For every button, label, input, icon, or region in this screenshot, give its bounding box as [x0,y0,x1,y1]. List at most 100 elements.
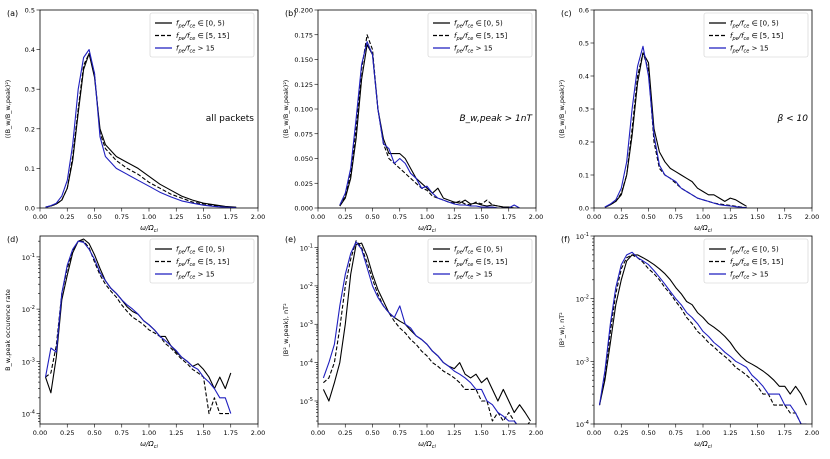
y-tick-label: 0.125 [294,81,313,89]
legend-entry: fpe/fce ∈ [0, 5) [730,246,779,256]
legend-box [703,238,809,284]
legend: fpe/fce ∈ [0, 5) fpe/fce ∈ [5, 15] fpe/fce… [149,12,255,58]
y-tick-label: 10-2 [22,305,35,314]
x-tick-label: 1.00 [420,429,434,437]
x-tick-label: 0.00 [311,429,325,437]
panel-label: (d) [7,235,18,244]
x-tick-label: 1.50 [750,429,764,437]
x-axis-label: ω/Ωci [694,440,712,450]
x-tick-label: 1.50 [196,213,210,221]
legend-box [149,238,255,284]
y-tick-label: 10-2 [300,282,313,291]
legend-entry: fpe/fce > 15 [176,45,215,55]
y-tick-label: 10-3 [300,320,313,329]
axes-frame [593,235,813,425]
y-tick-label: 10-2 [576,295,589,304]
legend-entry: fpe/fce > 15 [176,271,215,281]
x-tick-label: 1.75 [224,213,238,221]
series-line-1 [45,53,237,208]
x-axis-label: ω/Ωci [694,224,712,234]
panel-annotation: B_w,peak > 1nT [460,114,534,124]
x-tick-label: 0.50 [87,213,101,221]
x-tick-label: 1.00 [142,429,156,437]
panel-label: (c) [561,9,572,18]
axes-frame [317,9,537,209]
legend-entry: fpe/fce > 15 [730,271,769,281]
x-tick-label: 0.75 [393,213,407,221]
y-tick-label: 0.000 [294,205,313,213]
x-tick-label: 0.25 [60,213,74,221]
x-tick-label: 0.25 [614,213,628,221]
y-tick-label: 0.1 [579,172,589,180]
x-tick-label: 1.75 [224,429,238,437]
x-tick-label: 1.00 [696,213,710,221]
y-tick-label: 0.2 [579,139,589,147]
y-tick-label: 0.2 [25,125,35,133]
y-tick-label: 0.0 [25,205,35,213]
y-tick-label: 0.100 [294,106,313,114]
x-tick-label: 1.25 [447,429,461,437]
y-tick-label: 0.075 [294,130,313,138]
x-tick-label: 0.50 [365,429,379,437]
y-tick-label: 0.200 [294,7,313,15]
x-tick-label: 2.00 [805,213,819,221]
y-tick-label: 10-3 [22,357,35,366]
y-tick-label: 0.3 [579,106,589,114]
legend-entry: fpe/fce ∈ [5, 15] [730,258,783,268]
panel-annotation: all packets [206,114,255,124]
x-tick-label: 1.50 [474,213,488,221]
legend-box [703,12,809,58]
x-tick-label: 0.50 [641,429,655,437]
y-axis-label: ⟨(B_w/B_w,peak)²⟩ [558,80,566,139]
panel-b: 0.000 0.025 0.050 0.075 0.100 0.125 0.150 0.175… [282,7,543,235]
series-line-2 [598,254,807,424]
legend-entry: fpe/fce ∈ [5, 15] [454,32,507,42]
legend: fpe/fce ∈ [0, 5) fpe/fce ∈ [5, 15] fpe/fce… [703,238,809,284]
y-tick-label: 10-4 [576,420,589,429]
x-tick-label: 1.75 [502,213,516,221]
series-line-3 [598,251,807,424]
series-line-3 [339,41,520,208]
legend-entry: fpe/fce ∈ [0, 5) [176,246,225,256]
axes-frame [39,9,259,209]
axes-frame [317,235,537,425]
legend-entry: fpe/fce ∈ [0, 5) [454,246,503,256]
legend: fpe/fce ∈ [0, 5) fpe/fce ∈ [5, 15] fpe/fce… [427,12,533,58]
y-tick-label: 0.3 [25,86,35,94]
x-tick-label: 1.00 [420,213,434,221]
x-tick-label: 1.25 [723,213,737,221]
panel-d: 10-4 10-3 10-2 10-1 0.00 0.25 0.50 0.75 1.00 1.25… [4,235,265,450]
x-tick-label: 0.25 [338,213,352,221]
x-tick-label: 0.00 [587,213,601,221]
x-tick-label: 2.00 [529,213,543,221]
series-line-3 [45,49,237,208]
y-tick-label: 0.5 [579,40,589,48]
y-tick-label: 0.1 [25,165,35,173]
y-axis-label: ⟨(B_w/B_w,peak)²⟩ [4,80,12,139]
series-line-1 [339,44,520,208]
y-tick-label: 0.025 [294,180,313,188]
legend-entry: fpe/fce ∈ [0, 5) [454,20,503,30]
x-tick-label: 2.00 [805,429,819,437]
y-tick-label: 10-1 [300,244,313,253]
series-line-2 [339,34,520,208]
legend-entry: fpe/fce ∈ [5, 15] [730,32,783,42]
y-tick-label: 10-5 [300,397,313,406]
series-line-3 [604,45,747,208]
series-line-3 [44,240,232,414]
x-tick-label: 0.00 [33,429,47,437]
x-axis-label: ω/Ωci [140,224,158,234]
y-tick-label: 10-3 [576,357,589,366]
x-tick-label: 1.25 [447,213,461,221]
y-tick-label: 0.4 [25,46,35,54]
panel-e: 10-5 10-4 10-3 10-2 10-1 0.00 0.25 0.50 0.75 1.00… [282,235,543,450]
x-tick-label: 1.00 [696,429,710,437]
y-axis-label: ⟨(B_w/B_w,peak)²⟩ [282,80,290,139]
x-tick-label: 1.50 [750,213,764,221]
series-line-1 [604,52,747,208]
axes-frame [593,9,813,209]
legend-entry: fpe/fce ∈ [0, 5) [176,20,225,30]
y-tick-label: 10-1 [576,232,589,241]
x-tick-label: 0.75 [115,213,129,221]
